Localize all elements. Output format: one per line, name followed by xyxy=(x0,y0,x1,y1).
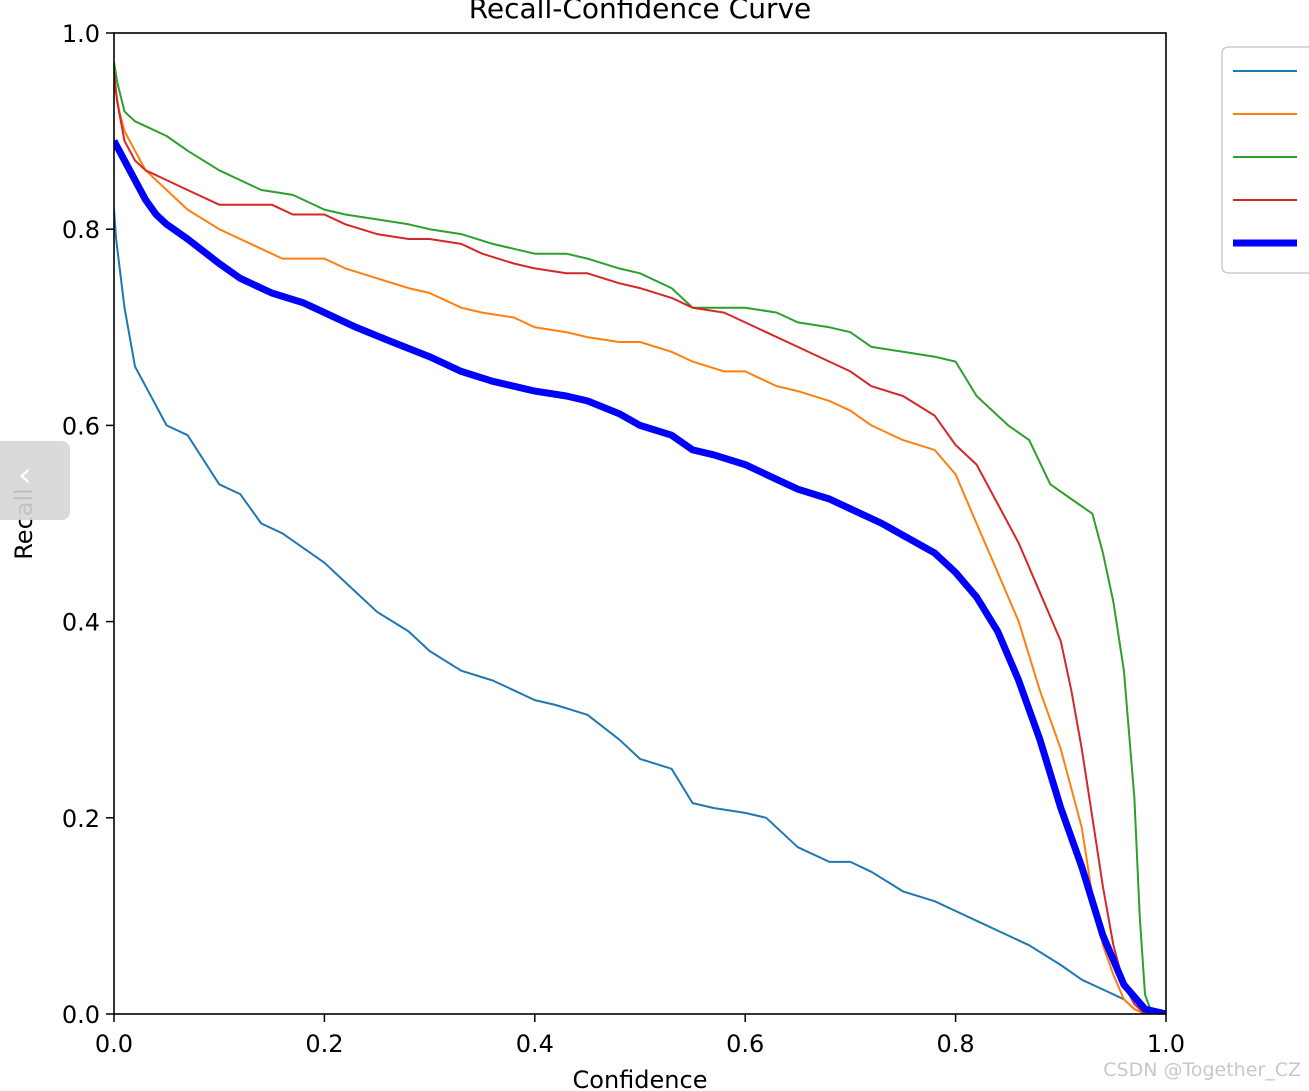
x-axis-title: Confidence xyxy=(573,1066,708,1091)
y-tick-label: 0.6 xyxy=(62,412,100,440)
chart-title: Recall-Confidence Curve xyxy=(469,0,812,25)
series-layer xyxy=(114,62,1166,1014)
watermark: CSDN @Together_CZ xyxy=(1103,1059,1301,1081)
x-tick-label: 1.0 xyxy=(1147,1030,1185,1058)
x-tick-label: 0.4 xyxy=(516,1030,554,1058)
x-tick-label: 0.8 xyxy=(937,1030,975,1058)
series-line-2 xyxy=(114,81,1156,1014)
legend xyxy=(1221,46,1309,274)
series-line-5 xyxy=(114,139,1166,1014)
chevron-left-icon: ‹ xyxy=(18,455,32,495)
y-tick-label: 0.2 xyxy=(62,805,100,833)
legend-box xyxy=(1221,46,1309,274)
x-tick-label: 0.2 xyxy=(305,1030,343,1058)
y-tick-label: 1.0 xyxy=(62,20,100,48)
x-tick-label: 0.0 xyxy=(95,1030,133,1058)
series-line-4 xyxy=(114,72,1156,1014)
series-line-1 xyxy=(114,209,1156,1014)
x-axis: 0.0 0.2 0.4 0.6 0.8 1.0 xyxy=(95,1014,1185,1058)
y-tick-label: 0.4 xyxy=(62,609,100,637)
x-tick-label: 0.6 xyxy=(726,1030,764,1058)
y-tick-label: 0.0 xyxy=(62,1001,100,1029)
collapse-panel-tab[interactable]: ‹ xyxy=(0,441,70,520)
y-axis: 0.0 0.2 0.4 0.6 0.8 1.0 xyxy=(62,20,114,1029)
plot-frame xyxy=(113,32,1167,1015)
y-tick-label: 0.8 xyxy=(62,216,100,244)
